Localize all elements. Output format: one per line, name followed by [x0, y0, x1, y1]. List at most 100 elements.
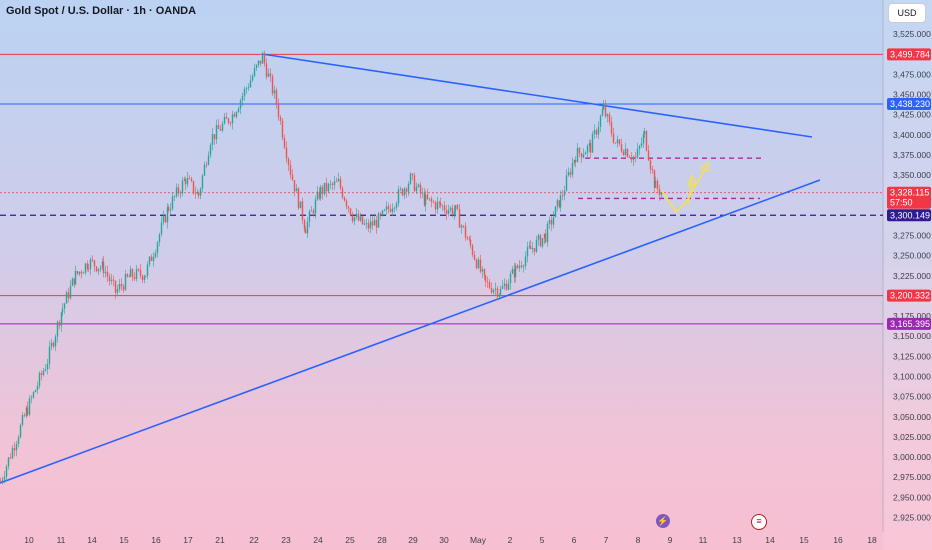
candle-body — [56, 322, 59, 337]
x-tick-label: 21 — [215, 535, 225, 545]
candle-body — [303, 220, 306, 230]
candle-body — [505, 283, 508, 290]
price-tag-label: 3,438.230 — [890, 99, 930, 109]
candle-body — [501, 286, 504, 289]
candle-body — [179, 192, 182, 194]
candle-body — [558, 200, 561, 208]
candle-body — [401, 188, 404, 196]
candle-body — [447, 210, 450, 214]
y-tick-label: 3,375.000 — [893, 150, 931, 160]
candle-body — [87, 268, 90, 270]
price-axis-panel[interactable] — [883, 0, 932, 550]
candle-body — [643, 130, 646, 135]
candle-body — [306, 221, 309, 234]
y-tick-label: 3,225.000 — [893, 271, 931, 281]
trendline-descending-resistance[interactable] — [261, 53, 813, 138]
currency-button[interactable]: USD — [888, 3, 926, 23]
candle-body — [636, 148, 639, 158]
candle-body — [513, 268, 516, 278]
price-tag[interactable] — [887, 289, 931, 302]
candle-body — [419, 184, 422, 194]
candle-body — [329, 183, 332, 185]
candle-body — [52, 342, 55, 347]
candle-body — [430, 198, 433, 202]
candle-body — [26, 407, 29, 415]
x-tick-label: 30 — [439, 535, 449, 545]
candle-body — [235, 112, 238, 117]
candle-body — [114, 280, 117, 293]
candle-body — [498, 294, 501, 297]
candle-body — [154, 252, 157, 257]
candle-body — [263, 53, 266, 64]
price-tag[interactable] — [887, 209, 931, 222]
candle-body — [171, 196, 174, 209]
y-tick-label: 3,350.000 — [893, 170, 931, 180]
x-tick-label: 15 — [119, 535, 129, 545]
candle-body — [377, 213, 380, 228]
candle-body — [190, 178, 193, 181]
candle-body — [5, 466, 8, 477]
candle-body — [424, 194, 427, 206]
candle-body — [197, 192, 200, 196]
candle-body — [112, 279, 115, 281]
candle-body — [175, 187, 178, 197]
candle-body — [471, 245, 474, 255]
candle-body — [460, 225, 463, 228]
candle-body — [239, 100, 242, 109]
candle-body — [46, 363, 49, 370]
candle-body — [426, 194, 429, 199]
x-tick-label: 24 — [313, 535, 323, 545]
candle-body — [25, 407, 28, 417]
candle-body — [186, 177, 189, 185]
candle-body — [319, 186, 322, 199]
candle-body — [660, 192, 663, 195]
candle-body — [251, 76, 254, 81]
candle-body — [421, 192, 424, 194]
candle-body — [518, 265, 521, 268]
candle-body — [116, 288, 119, 293]
candle-body — [503, 283, 506, 287]
candle-body — [349, 208, 352, 216]
price-tag[interactable] — [887, 317, 931, 330]
candle-body — [466, 237, 469, 240]
candle-body — [586, 145, 589, 153]
candle-body — [597, 127, 600, 135]
candle-body — [209, 144, 212, 156]
lightning-event-icon[interactable]: ⚡ — [656, 514, 670, 528]
candle-body — [365, 223, 368, 225]
price-tag[interactable] — [887, 48, 931, 61]
price-tag[interactable] — [887, 186, 931, 209]
candle-body — [201, 175, 204, 189]
candle-body — [42, 370, 45, 375]
candle-body — [82, 272, 85, 274]
candle-body — [449, 207, 452, 211]
candle-body — [277, 103, 280, 118]
projection-path[interactable] — [661, 165, 708, 214]
candle-body — [118, 283, 121, 289]
trendline-ascending-support[interactable] — [0, 179, 821, 484]
candle-body — [271, 76, 274, 94]
candle-body — [304, 229, 307, 234]
y-tick-label: 3,525.000 — [893, 29, 931, 39]
candle-body — [144, 275, 147, 278]
candle-body — [436, 201, 439, 210]
candle-body — [225, 116, 228, 119]
candle-body — [651, 169, 654, 171]
candle-body — [63, 303, 66, 309]
candle-body — [544, 233, 547, 243]
candle-body — [351, 215, 354, 222]
candle-body — [314, 199, 317, 214]
candle-body — [99, 267, 102, 269]
x-tick-label: 15 — [799, 535, 809, 545]
candle-body — [213, 134, 216, 140]
candle-body — [630, 157, 633, 160]
candle-body — [13, 448, 16, 451]
us-flag-event-icon[interactable]: ≡ — [751, 514, 767, 530]
candle-body — [196, 192, 199, 194]
price-tag[interactable] — [887, 97, 931, 110]
candle-body — [101, 261, 104, 268]
candle-body — [620, 144, 623, 152]
candle-body — [291, 174, 294, 181]
candle-body — [122, 286, 125, 290]
